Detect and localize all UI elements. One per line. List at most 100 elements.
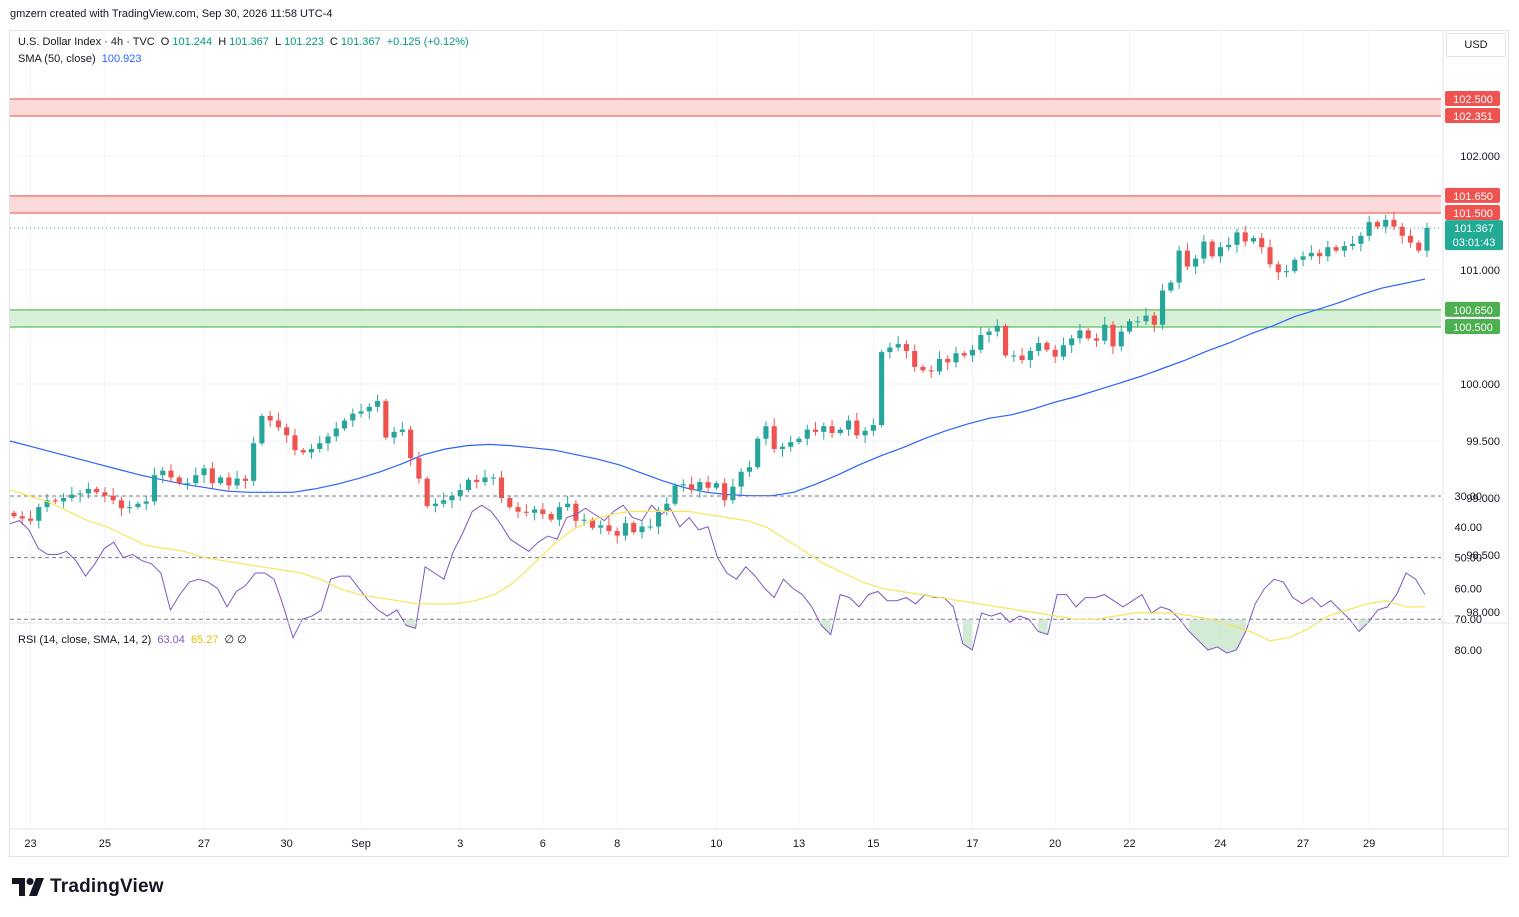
rsi-line — [9, 504, 1426, 654]
sma-label[interactable]: SMA (50, close) — [18, 53, 96, 65]
y-tick-label: 98.000 — [1466, 607, 1500, 619]
candle-body — [779, 446, 786, 449]
candlesticks — [10, 212, 1441, 544]
candle-body — [358, 411, 364, 414]
candle-body — [267, 415, 273, 421]
candle-body — [333, 428, 339, 437]
candle-body — [1151, 315, 1157, 325]
candle-body — [1226, 244, 1232, 248]
candle-body — [763, 426, 769, 439]
y-tick-label: 99.500 — [1466, 436, 1500, 448]
candle-body — [1275, 264, 1281, 273]
candle-body — [391, 431, 397, 438]
candle-body — [127, 507, 133, 509]
candle-body — [705, 482, 711, 488]
close-value: 101.367 — [340, 36, 381, 48]
x-tick-label: 15 — [867, 838, 879, 850]
zone-band — [10, 99, 1441, 116]
candle-body — [1383, 219, 1389, 227]
candle-body — [548, 513, 554, 520]
price-badge-label: 102.351 — [1453, 111, 1493, 123]
candle-body — [284, 427, 290, 436]
candle-body — [697, 482, 703, 491]
low-label: L — [274, 36, 282, 48]
candle-body — [383, 401, 389, 438]
price-badge — [1445, 107, 1500, 123]
candle-body — [986, 331, 992, 335]
zone-band — [10, 309, 1441, 327]
candle-body — [465, 479, 472, 491]
rsi-overbought-fill — [962, 619, 973, 650]
candle-body — [1011, 355, 1017, 357]
x-tick-label: 13 — [793, 838, 805, 850]
candle-body — [581, 519, 587, 521]
candle-body — [903, 344, 909, 351]
candle-body — [994, 325, 1000, 332]
price-badge-label: 101.650 — [1453, 191, 1493, 203]
candle-body — [912, 350, 918, 367]
candle-body — [61, 498, 67, 502]
currency-selector[interactable]: USD — [1446, 33, 1506, 57]
x-tick-label: 29 — [1363, 838, 1375, 850]
candle-body — [540, 509, 546, 514]
candle-body — [300, 450, 306, 453]
candle-body — [1209, 241, 1215, 257]
rsi-sma-line — [9, 489, 1425, 642]
grid-lines — [10, 30, 1441, 828]
candle-body — [19, 516, 25, 519]
candle-body — [11, 512, 17, 517]
candle-body — [218, 477, 224, 484]
candle-body — [870, 425, 876, 431]
candle-body — [168, 470, 174, 478]
candle-body — [1118, 331, 1124, 347]
candle-body — [879, 352, 885, 426]
candle-body — [598, 525, 604, 528]
x-tick-label: 10 — [710, 838, 722, 850]
symbol-name[interactable]: U.S. Dollar Index · 4h · TVC — [18, 36, 155, 48]
countdown-label: 03:01:43 — [1453, 237, 1496, 249]
candle-body — [788, 442, 794, 447]
chart-frame[interactable] — [9, 30, 1509, 857]
y-tick-label: 98.500 — [1466, 550, 1500, 562]
candle-body — [1160, 290, 1166, 325]
rsi-sma-value: 65.27 — [190, 634, 219, 646]
candle-body — [689, 484, 695, 491]
candle-body — [647, 526, 653, 528]
candle-body — [1267, 247, 1273, 265]
candle-body — [1036, 342, 1042, 351]
candle-body — [325, 436, 331, 444]
candle-body — [895, 344, 901, 348]
open-label: O — [160, 36, 170, 48]
candle-body — [1242, 232, 1248, 242]
candle-body — [1374, 222, 1380, 227]
candle-body — [350, 413, 356, 421]
tradingview-brand[interactable]: TradingView — [12, 876, 164, 898]
candle-body — [1416, 242, 1422, 251]
high-value: 101.367 — [229, 36, 269, 48]
sma-50-path — [9, 278, 1426, 497]
candle-body — [118, 500, 124, 509]
price-badge-label: 100.650 — [1453, 305, 1493, 317]
candle-body — [532, 509, 538, 513]
candle-body — [1168, 282, 1174, 291]
candle-body — [1126, 321, 1133, 332]
candle-body — [416, 458, 422, 479]
rsi-overbought-fill — [1359, 619, 1369, 632]
candle-body — [251, 443, 257, 481]
y-tick-label: 100.000 — [1460, 379, 1500, 391]
sma-legend[interactable]: SMA (50, close) 100.923 — [18, 53, 144, 65]
candle-body — [1341, 246, 1347, 251]
price-badge-label: 102.500 — [1453, 94, 1493, 106]
candle-body — [589, 519, 595, 528]
candle-body — [573, 503, 579, 521]
candle-body — [1093, 338, 1100, 341]
rsi-legend[interactable]: RSI (14, close, SMA, 14, 2) 63.04 65.27 … — [18, 633, 250, 646]
candle-body — [399, 429, 405, 432]
rsi-label[interactable]: RSI (14, close, SMA, 14, 2) — [18, 634, 152, 646]
candle-body — [961, 353, 967, 356]
candle-body — [52, 500, 58, 502]
candle-body — [1399, 226, 1405, 236]
candle-body — [978, 334, 984, 350]
